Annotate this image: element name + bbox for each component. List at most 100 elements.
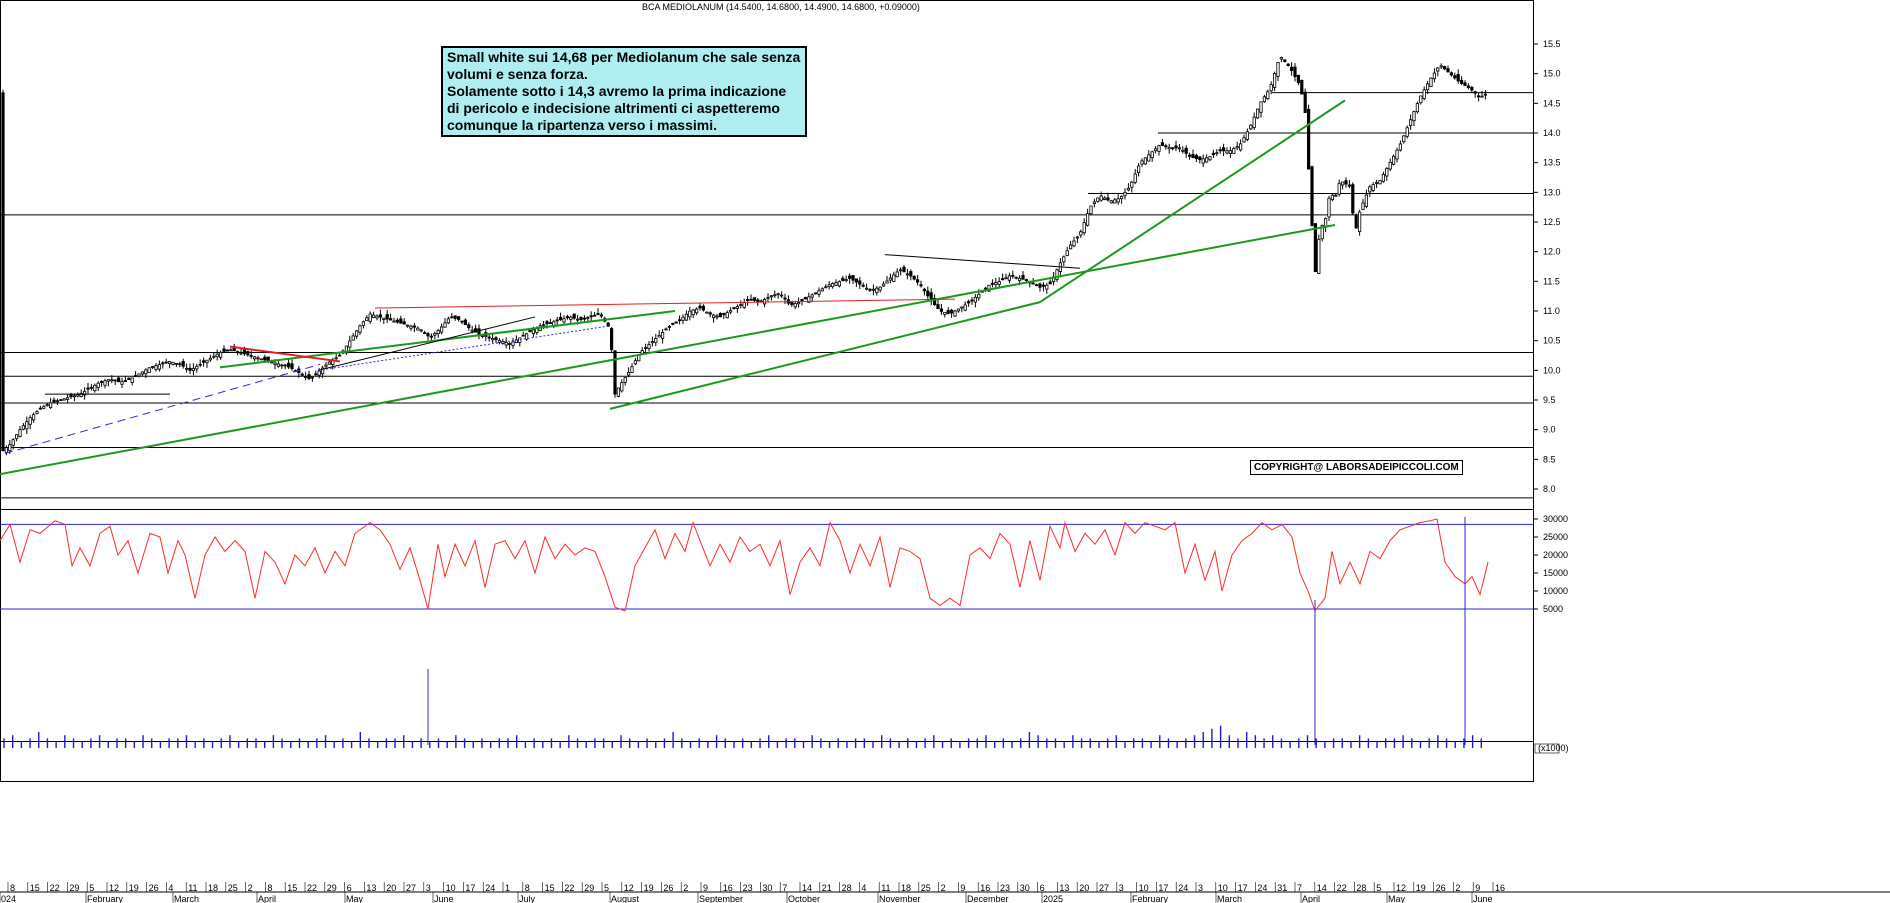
candle-body: [1473, 91, 1477, 94]
candle-body: [691, 309, 695, 316]
candle-body: [814, 292, 818, 295]
candle-body: [844, 279, 848, 282]
candle-body: [52, 399, 56, 403]
candle-body: [715, 315, 719, 318]
month-label: April: [258, 894, 276, 903]
day-tick-label: 10: [1139, 883, 1149, 893]
candle-body: [378, 314, 383, 318]
candle-body: [1290, 66, 1294, 71]
candle-body: [361, 321, 366, 326]
price-tick-label: 12.0: [1543, 247, 1561, 257]
candle-body: [1266, 91, 1270, 100]
candle-body: [695, 308, 699, 314]
candle-body: [1262, 96, 1266, 103]
candle-body: [1007, 275, 1012, 281]
candle-body: [882, 283, 886, 287]
candle-body: [657, 335, 661, 338]
candle-body: [933, 297, 937, 305]
price-tick-label: 15.0: [1543, 69, 1561, 79]
day-tick-label: 19: [129, 883, 139, 893]
day-tick-label: 15: [287, 883, 297, 893]
candle-body: [599, 314, 604, 317]
candle-body: [661, 332, 665, 339]
volume-unit-label: (x1000): [1538, 743, 1569, 753]
candle-body: [865, 287, 869, 290]
candle-body: [1150, 151, 1154, 159]
candle-body: [582, 317, 587, 320]
candle-body: [215, 353, 219, 358]
candle-body: [1256, 108, 1260, 119]
candle-body: [1215, 152, 1219, 155]
candle-body: [1, 92, 5, 452]
candle-body: [1133, 173, 1137, 183]
candle-body: [11, 439, 15, 446]
candle-body: [358, 325, 362, 333]
day-tick-label: 22: [1337, 883, 1347, 893]
day-tick-label: 4: [861, 883, 866, 893]
day-tick-label: 5: [1376, 883, 1381, 893]
trendline-green-long: [0, 223, 1336, 476]
candle-body: [1276, 61, 1280, 77]
candle-body: [1171, 147, 1175, 150]
candle-body: [140, 371, 144, 375]
candle-body: [997, 281, 1001, 285]
candle-body: [776, 293, 780, 296]
candle-body: [504, 342, 508, 346]
candle-body: [1385, 167, 1389, 177]
day-tick-label: 26: [663, 883, 673, 893]
day-tick-label: 27: [406, 883, 416, 893]
candle-body: [688, 310, 692, 318]
candle-body: [1259, 101, 1263, 113]
candle-body: [49, 402, 53, 409]
candle-body: [919, 284, 923, 287]
candle-body: [752, 297, 757, 301]
candle-body: [1174, 145, 1178, 149]
candle-body: [681, 316, 685, 321]
candle-body: [674, 321, 678, 324]
candle-body: [89, 386, 93, 389]
trendline-blue-dot: [317, 325, 611, 371]
candle-body: [854, 278, 859, 283]
candle-body: [1235, 146, 1239, 149]
candle-body: [654, 338, 658, 343]
day-tick-label: 5: [89, 883, 94, 893]
candle-body: [848, 275, 852, 279]
candle-body: [392, 320, 396, 323]
candle-body: [1354, 215, 1358, 229]
candle-body: [368, 313, 372, 322]
candle-body: [518, 337, 522, 343]
candle-body: [1480, 95, 1484, 98]
candle-body: [667, 325, 672, 328]
day-tick-label: 20: [386, 883, 396, 893]
month-label: April: [1302, 894, 1320, 903]
candle-body: [157, 364, 161, 370]
candle-body: [32, 414, 36, 421]
day-tick-label: 16: [980, 883, 990, 893]
candle-body: [507, 343, 512, 345]
candle-body: [1412, 111, 1416, 122]
candle-body: [922, 288, 927, 292]
candle-body: [21, 425, 26, 430]
candle-body: [127, 377, 131, 380]
day-tick-label: 13: [1059, 883, 1069, 893]
candle-body: [994, 282, 998, 286]
annotation-line: di pericolo e indecisione altrimenti ci …: [447, 100, 780, 116]
candle-body: [1443, 66, 1447, 70]
candle-body: [310, 376, 315, 379]
candle-body: [1460, 79, 1464, 84]
day-tick-label: 2: [248, 883, 253, 893]
month-label: November: [879, 894, 921, 903]
candle-body: [1014, 276, 1018, 279]
day-tick-label: 24: [485, 883, 495, 893]
candle-body: [1303, 91, 1307, 113]
candle-body: [593, 314, 597, 317]
candle-body: [14, 434, 19, 440]
candle-body: [239, 352, 243, 355]
day-tick-label: 30: [762, 883, 772, 893]
candle-body: [93, 384, 97, 392]
candle-body: [1313, 223, 1317, 273]
candle-body: [1096, 197, 1100, 202]
candle-body: [797, 302, 801, 305]
candle-body: [817, 290, 821, 295]
price-panel: [0, 0, 1534, 510]
